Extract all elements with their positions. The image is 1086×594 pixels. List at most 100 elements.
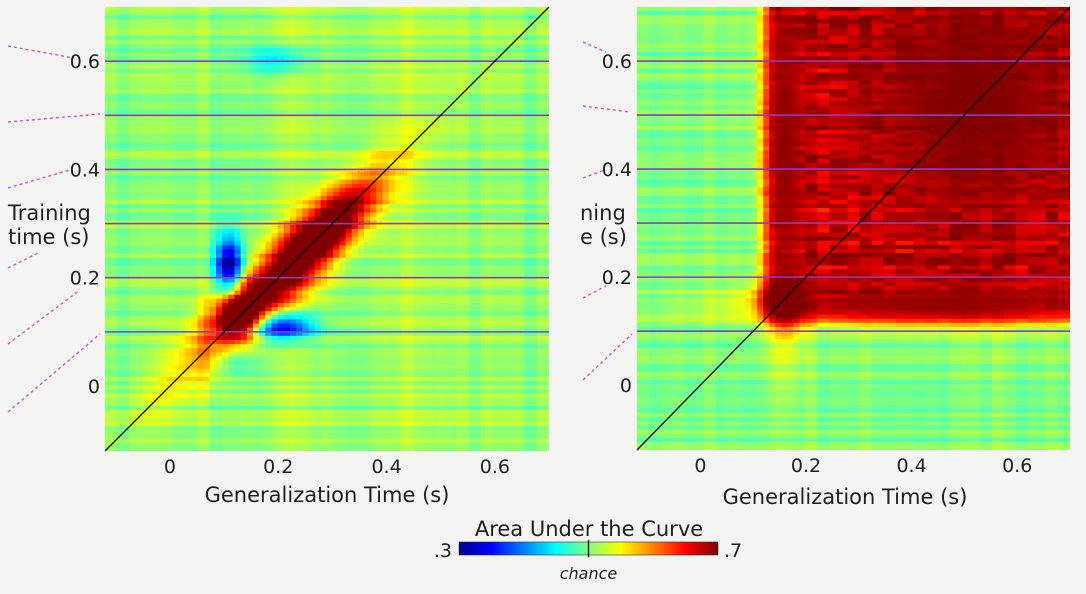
heatmap-cell [438,39,445,45]
heatmap-cell [129,64,137,70]
heatmap-cell [407,208,414,214]
heatmap-cell [327,122,334,127]
heatmap-cell [148,241,155,247]
heatmap-cell [246,72,254,78]
heatmap-cell [518,183,525,189]
heatmap-cell [542,146,549,152]
heatmap-cell [530,31,538,37]
heatmap-cell [314,171,322,177]
heatmap-cell [154,113,162,119]
heatmap-cell [370,183,377,189]
heatmap-cell [123,122,131,127]
heatmap-cell [197,179,205,185]
heatmap-cell [160,249,168,255]
heatmap-cell [456,159,464,164]
heatmap-cell [246,237,254,242]
heatmap-cell [376,216,384,222]
heatmap-cell [117,52,125,57]
heatmap-cell [345,11,353,16]
heatmap-cell [166,27,174,33]
heatmap-cell [197,224,205,230]
heatmap-cell [253,241,260,247]
heatmap-cell [246,134,254,140]
heatmap-cell [382,146,390,152]
heatmap-cell [111,290,118,296]
heatmap-cell [438,212,445,218]
heatmap-cell [542,81,549,86]
heatmap-cell [240,183,248,189]
heatmap-cell [345,286,353,292]
heatmap-cell [320,23,328,29]
heatmap-cell [444,93,451,99]
heatmap-cell [524,7,532,12]
heatmap-cell [142,249,149,255]
heatmap-cell [290,155,297,160]
heatmap-cell [487,196,495,201]
heatmap-cell [431,183,439,189]
heatmap-cell [431,39,439,45]
heatmap-cell [542,266,549,271]
heatmap-cell [259,109,266,115]
heatmap-cell [444,233,451,238]
heatmap-cell [222,44,229,49]
heatmap-cell [135,183,143,189]
heatmap-cell [530,15,538,20]
heatmap-cell [370,97,377,103]
heatmap-cell [524,237,532,242]
heatmap-cell [364,282,371,288]
heatmap-cell [499,85,507,90]
heatmap-cell [271,257,279,263]
heatmap-cell [166,274,174,279]
heatmap-cell [320,241,328,247]
heatmap-cell [536,126,544,131]
heatmap-cell [518,208,525,214]
heatmap-cell [530,155,538,160]
heatmap-cell [333,93,340,99]
heatmap-cell [536,261,544,267]
heatmap-cell [228,23,236,29]
heatmap-cell [234,68,242,74]
heatmap-cell [283,64,291,70]
heatmap-cell [524,52,532,57]
heatmap-cell [277,134,285,140]
heatmap-cell [123,208,131,214]
heatmap-cell [203,48,211,53]
heatmap-cell [333,212,340,218]
heatmap-cell [394,274,402,279]
heatmap-cell [105,122,112,127]
heatmap-cell [142,35,149,41]
heatmap-cell [357,266,365,271]
heatmap-cell [431,163,439,168]
heatmap-cell [339,208,347,214]
heatmap-cell [333,138,340,144]
heatmap-cell [370,109,377,115]
heatmap-cell [401,196,408,201]
heatmap-cell [105,101,112,107]
heatmap-cell [228,138,236,144]
heatmap-cell [271,171,279,177]
heatmap-cell [493,183,501,189]
heatmap-cell [185,192,192,197]
heatmap-cell [407,109,414,115]
heatmap-cell [240,11,248,16]
heatmap-cell [179,81,186,86]
heatmap-cell [450,159,458,164]
heatmap-cell [135,233,143,238]
heatmap-cell [364,237,371,242]
heatmap-cell [253,224,260,230]
heatmap-cell [203,150,211,156]
heatmap-cell [499,76,507,82]
heatmap-cell [105,192,112,197]
heatmap-cell [191,216,199,222]
heatmap-cell [444,155,451,160]
heatmap-cell [129,290,137,296]
heatmap-cell [302,138,310,144]
heatmap-cell [302,105,310,111]
heatmap-cell [536,171,544,177]
heatmap-cell [111,278,118,284]
heatmap-cell [530,118,538,123]
heatmap-cell [191,93,199,99]
heatmap-cell [283,56,291,62]
heatmap-cell [271,15,279,20]
heatmap-cell [283,19,291,25]
